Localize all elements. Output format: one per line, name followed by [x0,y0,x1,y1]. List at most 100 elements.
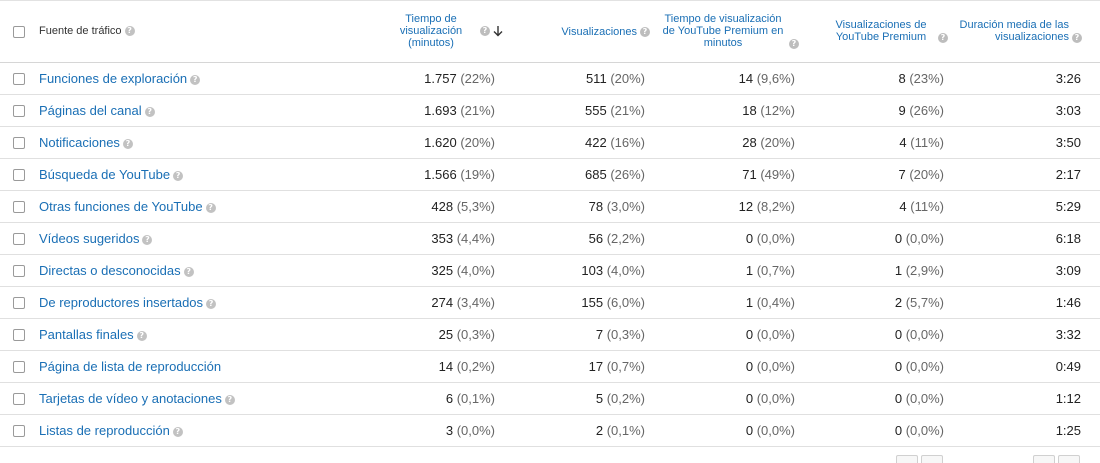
help-icon[interactable]: ? [206,298,217,309]
row-checkbox[interactable] [13,201,25,213]
watch-time-cell: 274 (3,4%) [431,295,495,310]
help-icon[interactable]: ? [205,202,216,213]
help-icon[interactable]: ? [172,426,183,437]
premium-watch-time-cell: 0 (0,0%) [746,391,795,406]
premium-views-value: 2 [894,295,903,310]
help-icon[interactable]: ? [124,26,135,37]
header-premium-watch-time[interactable]: Tiempo de visualización de YouTube Premi… [655,13,799,49]
avg-view-duration-value: 1:25 [1055,423,1081,438]
row-checkbox[interactable] [13,393,25,405]
traffic-source-label[interactable]: Directas o desconocidas [39,263,181,278]
traffic-source-link[interactable]: Tarjetas de vídeo y anotaciones? [39,391,235,406]
traffic-source-link[interactable]: Búsqueda de YouTube? [39,167,184,182]
traffic-source-link[interactable]: Directas o desconocidas? [39,263,194,278]
row-checkbox[interactable] [13,169,25,181]
premium-views-percent: (2,9%) [905,263,944,278]
traffic-source-label[interactable]: Listas de reproducción [39,423,170,438]
views-percent: (0,3%) [606,327,645,342]
row-checkbox[interactable] [13,265,25,277]
help-icon[interactable]: ? [183,266,194,277]
traffic-source-link[interactable]: De reproductores insertados? [39,295,217,310]
watch-time-percent: (19%) [460,167,495,182]
header-watch-time[interactable]: Tiempo de visualización (minutos)? [380,13,504,49]
header-avg-view-duration[interactable]: Duración media de las visualizaciones? [950,19,1082,43]
help-icon[interactable]: ? [224,394,235,405]
first-page-button[interactable] [896,455,918,463]
views-percent: (21%) [610,103,645,118]
premium-views-value: 4 [899,135,907,150]
traffic-source-label[interactable]: Otras funciones de YouTube [39,199,203,214]
premium-views-percent: (0,0%) [905,327,944,342]
premium-views-cell: 0 (0,0%) [895,391,944,406]
watch-time-cell: 14 (0,2%) [439,359,495,374]
avg-view-duration-cell: 1:25 [1056,423,1081,438]
last-page-button[interactable] [1058,455,1080,463]
header-views[interactable]: Visualizaciones? [530,26,650,38]
row-checkbox[interactable] [13,297,25,309]
table-row: Notificaciones? 1.620 (20%) 422 (16%) 28 (2… [0,127,1100,159]
views-cell: 78 (3,0%) [589,199,645,214]
header-traffic-source: Fuente de tráfico? [39,25,135,37]
help-icon[interactable]: ? [173,170,184,181]
views-value: 78 [588,199,604,214]
views-percent: (20%) [610,71,645,86]
premium-watch-time-value: 1 [745,263,754,278]
avg-view-duration-value: 3:26 [1055,71,1081,86]
traffic-source-label[interactable]: De reproductores insertados [39,295,204,310]
table-row: Pantallas finales? 25 (0,3%) 7 (0,3%) 0 (0,… [0,319,1100,351]
watch-time-percent: (4,0%) [456,263,495,278]
watch-time-value: 1.566 [424,167,457,182]
row-checkbox[interactable] [13,73,25,85]
traffic-source-link[interactable]: Funciones de exploración? [39,71,201,86]
help-icon[interactable]: ? [142,234,153,245]
premium-watch-time-percent: (0,0%) [756,231,795,246]
premium-watch-time-percent: (49%) [760,167,795,182]
premium-views-cell: 4 (11%) [899,135,944,150]
traffic-source-link[interactable]: Vídeos sugeridos? [39,231,153,246]
row-checkbox[interactable] [13,105,25,117]
traffic-source-link[interactable]: Página de lista de reproducción [39,359,221,374]
watch-time-value: 6 [445,391,454,406]
traffic-source-link[interactable]: Páginas del canal? [39,103,155,118]
traffic-source-label[interactable]: Vídeos sugeridos [39,231,140,246]
traffic-source-label[interactable]: Notificaciones [39,135,120,150]
traffic-source-label[interactable]: Búsqueda de YouTube [39,167,171,182]
watch-time-cell: 1.620 (20%) [424,135,495,150]
avg-view-duration-cell: 3:26 [1056,71,1081,86]
premium-views-cell: 1 (2,9%) [895,263,944,278]
header-premium-views[interactable]: Visualizaciones de YouTube Premium? [820,19,948,43]
row-checkbox[interactable] [13,233,25,245]
previous-page-button[interactable] [921,455,943,463]
row-checkbox[interactable] [13,329,25,341]
traffic-source-link[interactable]: Notificaciones? [39,135,133,150]
help-icon[interactable]: ? [136,330,147,341]
traffic-source-link[interactable]: Listas de reproducción? [39,423,183,438]
views-cell: 103 (4,0%) [581,263,645,278]
next-page-button[interactable] [1033,455,1055,463]
traffic-source-link[interactable]: Otras funciones de YouTube? [39,199,216,214]
help-icon[interactable]: ? [1072,33,1082,43]
help-icon[interactable]: ? [640,27,650,38]
watch-time-percent: (22%) [460,71,495,86]
row-checkbox[interactable] [13,137,25,149]
traffic-source-label[interactable]: Tarjetas de vídeo y anotaciones [39,391,222,406]
help-icon[interactable]: ? [190,74,201,85]
help-icon[interactable]: ? [480,26,490,36]
arrow-down-icon[interactable] [492,25,504,37]
traffic-source-label[interactable]: Páginas del canal [39,103,142,118]
premium-views-value: 0 [894,359,903,374]
select-all-checkbox[interactable] [13,26,25,38]
help-icon[interactable]: ? [938,33,948,43]
table-row: Otras funciones de YouTube? 428 (5,3%) 78 … [0,191,1100,223]
traffic-source-label[interactable]: Pantallas finales [39,327,134,342]
premium-watch-time-percent: (0,0%) [756,423,795,438]
row-checkbox[interactable] [13,361,25,373]
help-icon[interactable]: ? [122,138,133,149]
premium-views-percent: (26%) [909,103,944,118]
help-icon[interactable]: ? [144,106,155,117]
traffic-source-label[interactable]: Página de lista de reproducción [39,359,222,374]
help-icon[interactable]: ? [789,39,799,49]
traffic-source-label[interactable]: Funciones de exploración [39,71,188,86]
row-checkbox[interactable] [13,425,25,437]
traffic-source-link[interactable]: Pantallas finales? [39,327,147,342]
